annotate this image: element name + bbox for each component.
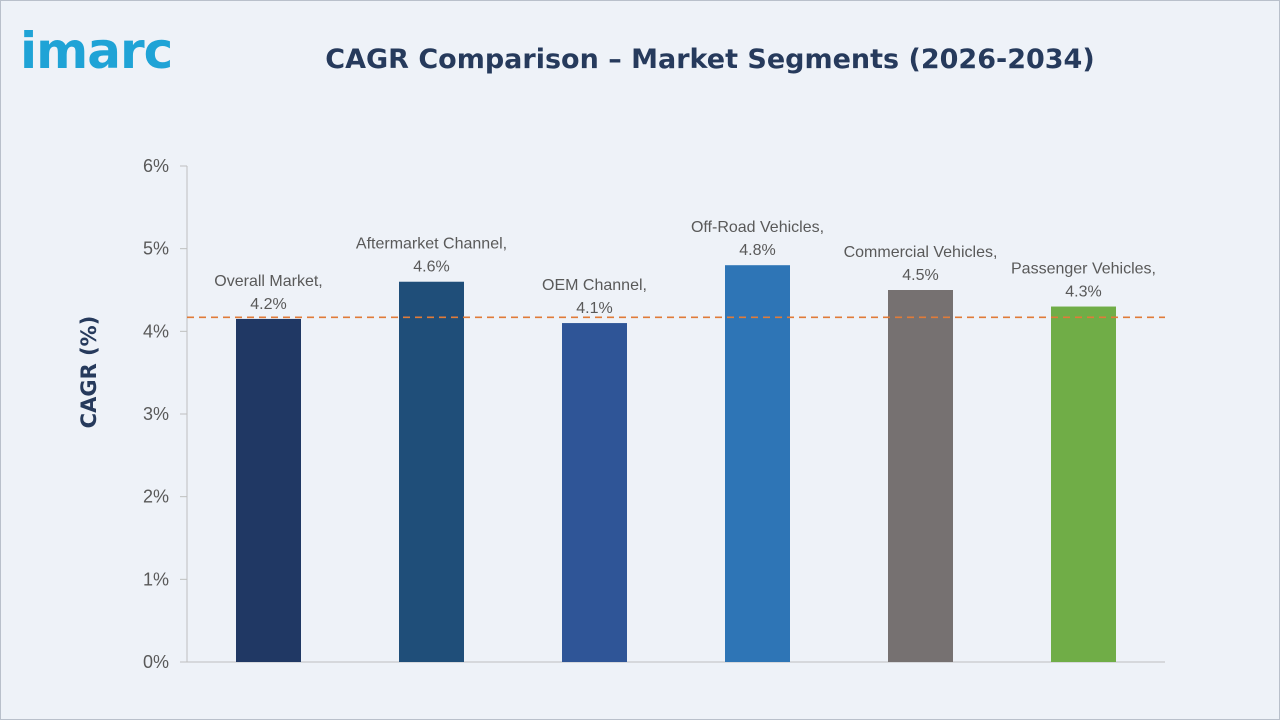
bar-4 [725, 265, 790, 662]
data-label-category: Off-Road Vehicles, [691, 219, 824, 236]
y-tick-label: 5% [143, 239, 169, 259]
bar-2 [399, 281, 464, 662]
y-tick-label: 1% [143, 569, 169, 589]
y-tick-label: 2% [143, 487, 169, 507]
y-tick-label: 3% [143, 404, 169, 424]
data-label-category: Commercial Vehicles, [844, 244, 998, 261]
chart-title: CAGR Comparison – Market Segments (2026-… [325, 44, 1095, 75]
y-axis-title: CAGR (%) [77, 316, 101, 429]
data-label-category: OEM Channel, [542, 277, 647, 294]
bar-6 [1051, 306, 1116, 662]
data-label-category: Aftermarket Channel, [356, 236, 507, 253]
data-label-value: 4.8% [739, 242, 775, 259]
bar-5 [888, 290, 953, 662]
logo-text: imarc [20, 22, 173, 80]
data-label-value: 4.6% [413, 259, 449, 276]
y-tick-label: 0% [143, 652, 169, 672]
data-label-value: 4.2% [250, 296, 286, 313]
data-label-category: Passenger Vehicles, [1011, 261, 1156, 278]
data-label-value: 4.5% [902, 267, 938, 284]
y-tick-label: 6% [143, 156, 169, 176]
bar-1 [236, 318, 301, 662]
bar-3 [562, 323, 627, 662]
data-label-category: Overall Market, [214, 273, 322, 290]
data-label-value: 4.3% [1065, 284, 1101, 301]
data-label-value: 4.1% [576, 300, 612, 317]
y-tick-label: 4% [143, 321, 169, 341]
